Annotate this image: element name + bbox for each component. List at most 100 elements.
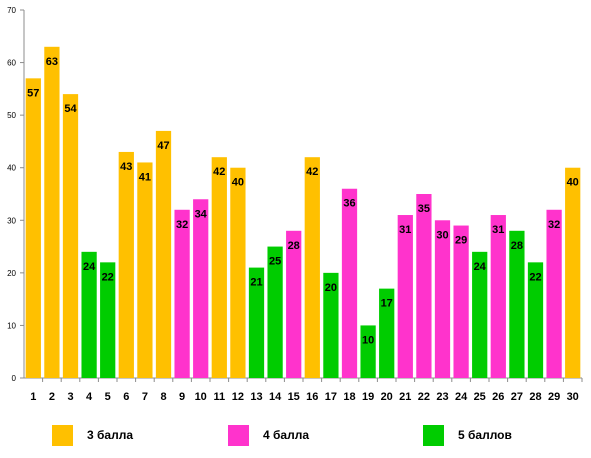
data-label: 42 [306, 166, 318, 178]
bar [360, 325, 376, 378]
data-label: 32 [548, 219, 560, 231]
data-labels-group: 57 63 54 24 22 43 41 47 32 34 42 40 21 25 28 42 20 36 10 17… [27, 56, 579, 347]
data-label: 41 [139, 171, 151, 183]
x-tick-label: 28 [529, 391, 541, 403]
legend-item-5: 5 баллов [423, 420, 512, 450]
x-tick-label: 3 [67, 391, 73, 403]
legend-swatch-5 [423, 424, 444, 446]
data-label: 17 [381, 298, 393, 310]
x-tick-label: 7 [142, 391, 148, 403]
bar [25, 78, 41, 378]
data-label: 28 [511, 240, 523, 252]
y-tick-label: 50 [7, 111, 16, 120]
data-label: 36 [343, 198, 355, 210]
x-tick-label: 9 [179, 391, 185, 403]
chart-axes [20, 9, 583, 382]
x-tick-labels-group: 1 2 3 4 5 6 7 8 9 10 11 12 13 14 15 16 17 18 19 20 21 22 23 24 2… [30, 391, 579, 403]
legend-item-3: 3 балла [52, 420, 133, 450]
bar [416, 194, 432, 378]
data-label: 22 [102, 271, 114, 283]
x-tick-label: 1 [30, 391, 36, 403]
bar [193, 199, 209, 378]
y-tick-labels-group: 0 10 20 30 40 50 60 70 [7, 6, 16, 383]
data-label: 21 [250, 277, 262, 289]
data-label: 25 [269, 256, 281, 268]
bar [44, 46, 60, 379]
data-label: 28 [288, 240, 300, 252]
x-tick-label: 5 [105, 391, 111, 403]
y-tick-label: 20 [7, 269, 16, 278]
x-tick-label: 8 [160, 391, 166, 403]
x-tick-label: 29 [548, 391, 560, 403]
x-tick-label: 30 [567, 391, 579, 403]
bar [453, 225, 469, 378]
data-label: 54 [64, 103, 77, 115]
x-tick-label: 25 [474, 391, 486, 403]
x-tick-label: 19 [362, 391, 374, 403]
data-label: 42 [213, 166, 225, 178]
bar [100, 262, 116, 378]
bars-group [25, 46, 581, 379]
data-label: 31 [399, 224, 411, 236]
data-label: 43 [120, 161, 132, 173]
bar [509, 230, 525, 378]
legend-swatch-3 [52, 424, 73, 446]
legend-item-4: 4 балла [228, 420, 309, 450]
x-tick-label: 27 [511, 391, 523, 403]
y-tick-label: 60 [7, 59, 16, 68]
x-tick-label: 20 [381, 391, 393, 403]
bar [434, 220, 451, 378]
x-tick-label: 23 [436, 391, 448, 403]
bar [118, 151, 134, 378]
data-label: 24 [83, 261, 96, 273]
x-tick-label: 12 [232, 391, 244, 403]
data-label: 20 [325, 282, 337, 294]
bar [490, 215, 506, 378]
bar [81, 251, 97, 378]
legend-label-5: 5 баллов [458, 428, 512, 442]
x-tick-label: 11 [213, 391, 225, 403]
bar [137, 162, 153, 378]
x-tick-label: 15 [288, 391, 300, 403]
y-tick-label: 40 [7, 164, 16, 173]
x-tick-label: 14 [269, 391, 282, 403]
data-label: 40 [567, 177, 579, 189]
bar [397, 215, 413, 378]
bar [62, 94, 79, 378]
x-tick-label: 6 [123, 391, 129, 403]
y-tick-label: 70 [7, 6, 16, 15]
x-tick-label: 22 [418, 391, 430, 403]
legend-label-3: 3 балла [87, 428, 134, 442]
x-tick-label: 16 [306, 391, 318, 403]
x-tick-label: 21 [399, 391, 411, 403]
data-label: 31 [492, 224, 504, 236]
x-tick-label: 4 [86, 391, 93, 403]
bar-chart: 5763542422434147323442402125284220361017… [7, 6, 583, 403]
bar [267, 246, 283, 378]
data-label: 47 [157, 140, 169, 152]
x-tick-label: 18 [343, 391, 355, 403]
bar [155, 130, 172, 378]
bar [565, 167, 581, 378]
bar [248, 267, 265, 378]
legend-swatch-4 [228, 424, 249, 446]
x-tick-label: 10 [195, 391, 207, 403]
bar [546, 209, 562, 378]
bar [527, 262, 544, 378]
data-label: 22 [529, 271, 541, 283]
data-label: 30 [436, 229, 448, 241]
bar [472, 251, 488, 378]
bar [174, 209, 190, 378]
bar [230, 167, 246, 378]
x-tick-label: 24 [455, 391, 468, 403]
x-tick-label: 2 [49, 391, 55, 403]
data-label: 34 [195, 208, 208, 220]
bar [211, 157, 227, 378]
y-tick-label: 10 [7, 321, 16, 330]
data-label: 35 [418, 203, 430, 215]
bar [304, 157, 320, 378]
bar [379, 288, 395, 378]
data-label: 10 [362, 334, 374, 346]
data-label: 63 [46, 56, 58, 68]
x-tick-label: 17 [325, 391, 337, 403]
